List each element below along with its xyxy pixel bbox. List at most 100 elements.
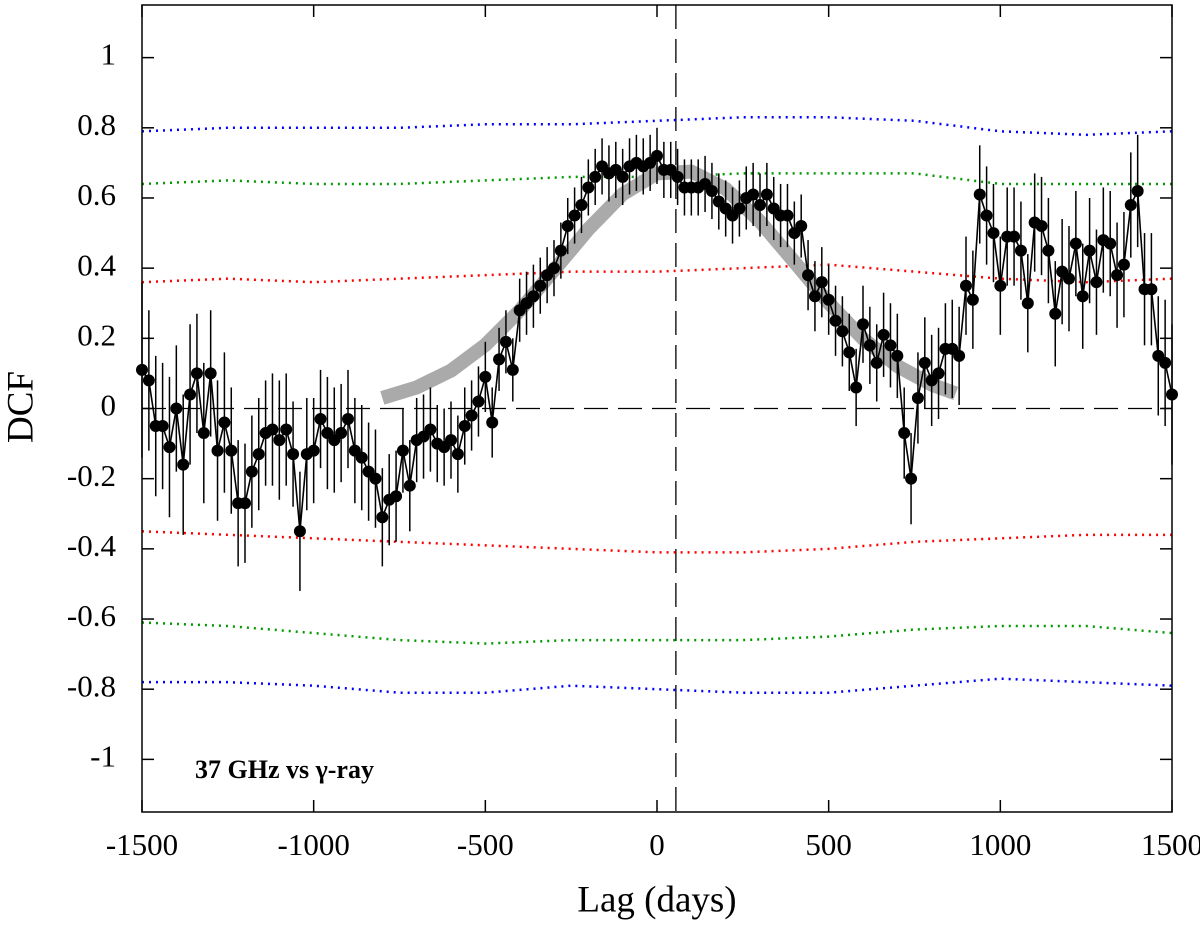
dcf-point — [156, 420, 169, 433]
dcf-point — [493, 353, 506, 366]
dcf-point — [445, 434, 457, 447]
y-tick-label: -0.8 — [67, 668, 116, 703]
x-axis-label: Lag (days) — [577, 879, 736, 920]
dcf-point — [403, 479, 416, 492]
x-tick-label: 0 — [649, 827, 665, 862]
dcf-point — [1159, 356, 1172, 369]
dcf-point — [479, 370, 492, 383]
dcf-point — [527, 290, 540, 303]
dcf-point — [486, 416, 499, 429]
dcf-point — [932, 367, 945, 380]
dcf-point — [369, 472, 382, 485]
x-tick-label: -1500 — [106, 827, 178, 862]
y-tick-label: 0.2 — [77, 317, 116, 352]
dcf-point — [458, 420, 471, 433]
dcf-point — [651, 149, 663, 162]
dcf-point — [589, 170, 602, 183]
dcf-point — [973, 188, 986, 201]
dcf-point — [197, 427, 210, 440]
dcf-point — [575, 198, 588, 211]
dcf-point — [1111, 269, 1124, 282]
dcf-point — [204, 367, 217, 380]
dcf-point — [829, 314, 842, 327]
significance-line — [141, 263, 1173, 284]
dcf-point — [616, 170, 629, 183]
dcf-point — [335, 427, 348, 440]
dcf-point — [863, 339, 876, 352]
dcf-point — [884, 339, 897, 352]
dcf-point — [960, 279, 972, 292]
dcf-point — [1104, 237, 1117, 250]
dcf-point — [472, 395, 485, 408]
dcf-point — [218, 416, 231, 429]
dcf-point — [239, 497, 251, 510]
dcf-point — [548, 262, 560, 275]
dcf-point — [184, 388, 197, 401]
x-tick-label: -500 — [457, 827, 514, 862]
dcf-point — [808, 290, 821, 303]
y-tick-label: 0.4 — [77, 247, 116, 282]
y-tick-label: -1 — [90, 738, 116, 773]
dcf-point — [795, 220, 808, 233]
dcf-point — [1021, 297, 1034, 310]
dcf-point — [273, 434, 286, 447]
dcf-point — [376, 511, 389, 524]
significance-line — [141, 621, 1173, 645]
y-axis-label: DCF — [0, 371, 41, 443]
dcf-point — [987, 227, 1000, 240]
y-tick-label: -0.2 — [67, 458, 116, 493]
dcf-point — [802, 269, 815, 282]
dcf-point — [822, 293, 835, 306]
dcf-point — [1083, 244, 1096, 257]
dcf-point — [582, 181, 595, 194]
dcf-point — [760, 188, 773, 201]
x-tick-label: 1500 — [1141, 827, 1200, 862]
dcf-point — [994, 279, 1007, 292]
dcf-point — [980, 209, 993, 222]
dcf-point — [245, 465, 258, 478]
dcf-point — [568, 209, 581, 222]
dcf-point — [850, 381, 863, 394]
y-tick-label: -0.4 — [67, 528, 117, 563]
annotation: 37 GHz vs γ-ray — [195, 755, 374, 784]
dcf-point — [1042, 244, 1055, 257]
dcf-point — [1049, 307, 1062, 320]
dcf-point — [705, 184, 718, 197]
dcf-point — [747, 188, 760, 201]
dcf-point — [465, 409, 478, 422]
dcf-point — [1063, 272, 1075, 285]
y-tick-label: 0.6 — [77, 177, 116, 212]
dcf-point — [870, 356, 883, 369]
dcf-point — [671, 170, 684, 183]
dcf-point — [1008, 230, 1021, 243]
dcf-point — [911, 391, 924, 404]
dcf-point — [891, 349, 904, 362]
dcf-point — [1131, 184, 1144, 197]
dcf-point — [390, 490, 403, 503]
plot-frame — [141, 4, 1173, 813]
dcf-point — [499, 335, 512, 348]
dcf-point — [1069, 237, 1082, 250]
dcf-point — [342, 413, 354, 426]
x-tick-label: 1000 — [969, 827, 1031, 862]
dcf-point — [163, 441, 176, 454]
dcf-point — [781, 209, 794, 222]
dcf-point — [898, 427, 911, 440]
dcf-point — [905, 472, 918, 485]
dcf-point — [1124, 198, 1137, 211]
x-tick-label: -1000 — [278, 827, 350, 862]
dcf-point — [733, 202, 746, 215]
dcf-point — [211, 444, 224, 457]
dcf-point — [506, 363, 519, 376]
dcf-point — [1014, 244, 1027, 257]
dcf-point — [843, 346, 856, 359]
dcf-point — [1035, 220, 1048, 233]
dcf-point — [252, 448, 265, 461]
dcf-point — [1117, 258, 1130, 271]
y-tick-label: 0 — [101, 388, 117, 423]
dcf-point — [1090, 276, 1103, 289]
significance-line — [142, 677, 1173, 694]
dcf-point — [815, 276, 828, 289]
dcf-point — [287, 448, 300, 461]
